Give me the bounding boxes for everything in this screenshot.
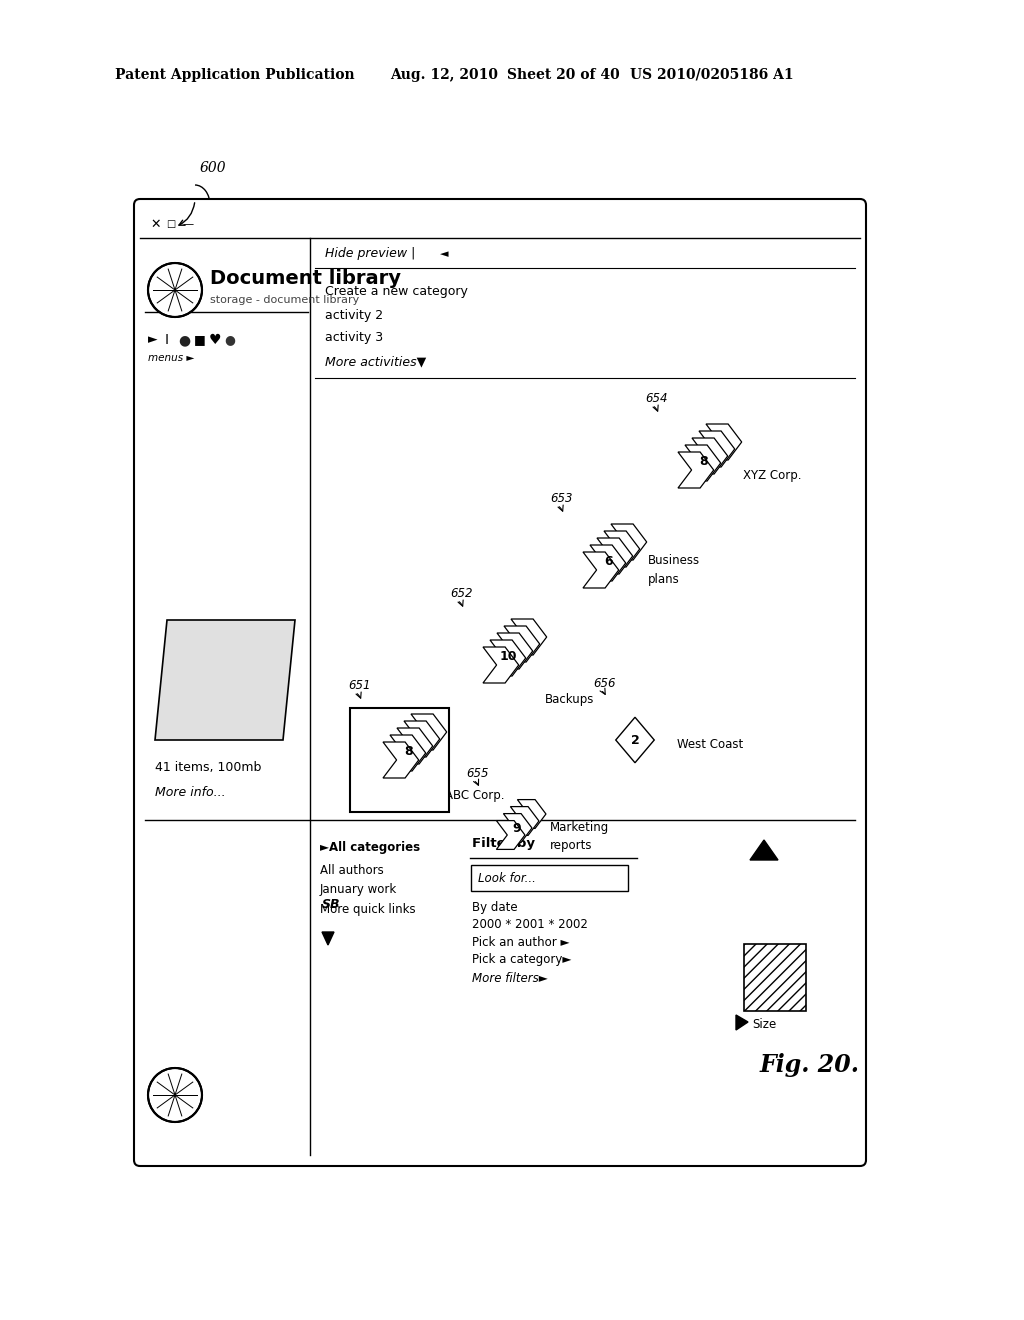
Text: More filters►: More filters► (472, 972, 548, 985)
Text: ♥: ♥ (209, 333, 221, 347)
Text: 10: 10 (500, 651, 517, 663)
Text: —: — (182, 219, 194, 228)
Text: Business: Business (648, 553, 700, 566)
Text: 8: 8 (699, 455, 708, 469)
Polygon shape (706, 424, 741, 459)
Text: reports: reports (550, 838, 593, 851)
Text: I: I (165, 333, 169, 347)
Polygon shape (155, 620, 295, 741)
Text: □: □ (166, 219, 175, 228)
Text: More info...: More info... (155, 787, 225, 800)
Text: ►All categories: ►All categories (319, 842, 420, 854)
Text: ■: ■ (194, 334, 206, 346)
Text: plans: plans (648, 573, 680, 586)
Text: 651: 651 (348, 678, 371, 692)
Text: US 2010/0205186 A1: US 2010/0205186 A1 (630, 69, 794, 82)
Polygon shape (497, 634, 532, 669)
Text: activity 2: activity 2 (325, 309, 383, 322)
Text: 654: 654 (645, 392, 668, 405)
FancyBboxPatch shape (134, 199, 866, 1166)
Circle shape (148, 263, 202, 317)
Polygon shape (750, 840, 778, 861)
Text: 655: 655 (466, 767, 488, 780)
Text: ◄: ◄ (440, 249, 449, 259)
Text: storage - document library: storage - document library (210, 294, 359, 305)
Text: January work: January work (319, 883, 397, 896)
Polygon shape (685, 445, 721, 480)
Text: XYZ Corp.: XYZ Corp. (743, 469, 802, 482)
Text: ►: ► (148, 334, 158, 346)
Text: 653: 653 (550, 492, 572, 506)
Text: menus ►: menus ► (148, 352, 195, 363)
Polygon shape (383, 742, 419, 777)
Text: Size: Size (752, 1019, 776, 1031)
Text: Sheet 20 of 40: Sheet 20 of 40 (507, 69, 620, 82)
Text: SB: SB (322, 899, 341, 912)
Polygon shape (511, 619, 547, 655)
Polygon shape (404, 721, 439, 756)
Text: Marketing: Marketing (550, 821, 609, 833)
Polygon shape (590, 545, 626, 581)
Polygon shape (504, 813, 531, 842)
Text: 41 items, 100mb: 41 items, 100mb (155, 762, 261, 775)
Text: 2000 * 2001 * 2002: 2000 * 2001 * 2002 (472, 917, 588, 931)
Text: More activities▼: More activities▼ (325, 355, 426, 368)
Text: All authors: All authors (319, 863, 384, 876)
Text: More quick links: More quick links (319, 903, 416, 916)
Text: 600: 600 (200, 161, 226, 176)
Text: Filter by: Filter by (472, 837, 535, 850)
Text: 8: 8 (404, 744, 413, 758)
Polygon shape (583, 552, 618, 587)
Polygon shape (504, 626, 540, 663)
Polygon shape (611, 524, 647, 560)
Text: 2: 2 (631, 734, 639, 747)
Text: Hide preview |: Hide preview | (325, 248, 416, 260)
Text: activity 3: activity 3 (325, 331, 383, 345)
Polygon shape (678, 451, 714, 488)
Polygon shape (390, 735, 426, 771)
Text: West Coast: West Coast (677, 738, 743, 751)
Text: 656: 656 (593, 677, 615, 690)
Text: Pick a category►: Pick a category► (472, 953, 571, 966)
Text: ABC Corp.: ABC Corp. (445, 788, 505, 801)
FancyBboxPatch shape (744, 944, 806, 1011)
Polygon shape (490, 640, 525, 676)
Circle shape (148, 1068, 202, 1122)
Polygon shape (411, 714, 446, 750)
Polygon shape (699, 432, 734, 467)
Text: ●: ● (178, 333, 190, 347)
Polygon shape (604, 531, 640, 568)
Text: Look for...: Look for... (478, 871, 536, 884)
Polygon shape (692, 438, 728, 474)
Text: Backups: Backups (545, 693, 594, 706)
Text: ●: ● (224, 334, 234, 346)
Text: Document library: Document library (210, 268, 401, 288)
Polygon shape (497, 821, 525, 849)
Text: By date: By date (472, 900, 517, 913)
Text: ✕: ✕ (150, 218, 161, 231)
Text: Aug. 12, 2010: Aug. 12, 2010 (390, 69, 498, 82)
Polygon shape (322, 932, 334, 945)
Text: Create a new category: Create a new category (325, 285, 468, 298)
Polygon shape (397, 729, 433, 764)
Text: 9: 9 (512, 822, 520, 836)
Polygon shape (483, 647, 519, 682)
Polygon shape (510, 807, 539, 836)
Polygon shape (736, 1015, 748, 1030)
Text: Patent Application Publication: Patent Application Publication (115, 69, 354, 82)
FancyBboxPatch shape (350, 708, 449, 812)
Polygon shape (597, 539, 633, 574)
Polygon shape (615, 717, 654, 763)
Polygon shape (517, 800, 546, 829)
Text: 652: 652 (450, 587, 472, 601)
Text: Fig. 20.: Fig. 20. (760, 1053, 860, 1077)
Text: 6: 6 (604, 556, 612, 568)
FancyBboxPatch shape (471, 865, 628, 891)
Text: Pick an author ►: Pick an author ► (472, 936, 569, 949)
